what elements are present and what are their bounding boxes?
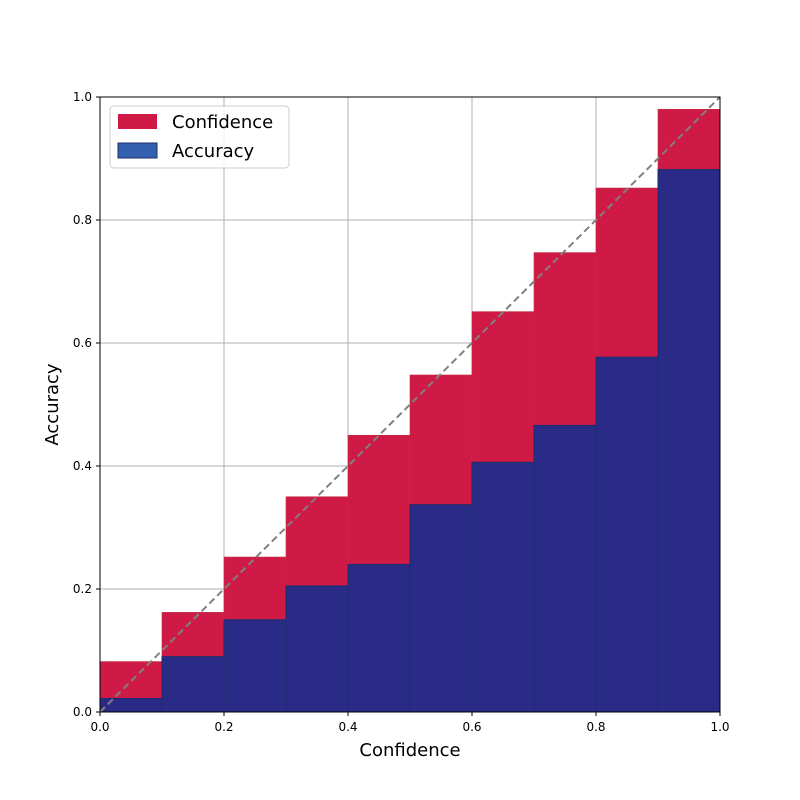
y-tick-label: 0.4 bbox=[73, 459, 92, 473]
legend: Confidence Accuracy bbox=[109, 105, 290, 169]
legend-label-accuracy: Accuracy bbox=[172, 141, 255, 162]
x-tick-label: 1.0 bbox=[710, 720, 729, 734]
y-axis-title: Accuracy bbox=[42, 363, 63, 446]
x-tick-label: 0.6 bbox=[462, 720, 481, 734]
legend-swatch-confidence bbox=[118, 114, 157, 129]
x-axis-title: Confidence bbox=[359, 740, 460, 761]
y-tick-label: 0.0 bbox=[73, 705, 92, 719]
accuracy-bar bbox=[409, 504, 473, 713]
accuracy-bar bbox=[471, 461, 535, 713]
x-axis-ticks: 0.0 0.2 0.4 0.6 0.8 1.0 bbox=[90, 712, 730, 734]
accuracy-bar bbox=[223, 619, 287, 713]
accuracy-bar bbox=[595, 356, 659, 713]
accuracy-bar bbox=[533, 424, 597, 713]
accuracy-bar bbox=[347, 563, 411, 713]
accuracy-bar bbox=[285, 585, 349, 713]
y-tick-label: 0.6 bbox=[73, 336, 92, 350]
y-tick-label: 0.8 bbox=[73, 213, 92, 227]
x-tick-label: 0.0 bbox=[90, 720, 109, 734]
x-tick-label: 0.8 bbox=[586, 720, 605, 734]
plot-frame bbox=[99, 96, 721, 713]
x-tick-label: 0.2 bbox=[214, 720, 233, 734]
legend-swatch-accuracy bbox=[117, 142, 158, 159]
y-axis-ticks: 0.0 0.2 0.4 0.6 0.8 1.0 bbox=[73, 90, 100, 719]
perfect-calibration-line bbox=[99, 96, 721, 713]
y-tick-label: 0.2 bbox=[73, 582, 92, 596]
accuracy-bar bbox=[657, 169, 721, 713]
accuracy-bars bbox=[99, 169, 721, 713]
y-tick-label: 1.0 bbox=[73, 90, 92, 104]
accuracy-bar bbox=[99, 697, 163, 713]
x-tick-label: 0.4 bbox=[338, 720, 357, 734]
legend-label-confidence: Confidence bbox=[172, 112, 273, 133]
accuracy-bar bbox=[161, 656, 225, 713]
